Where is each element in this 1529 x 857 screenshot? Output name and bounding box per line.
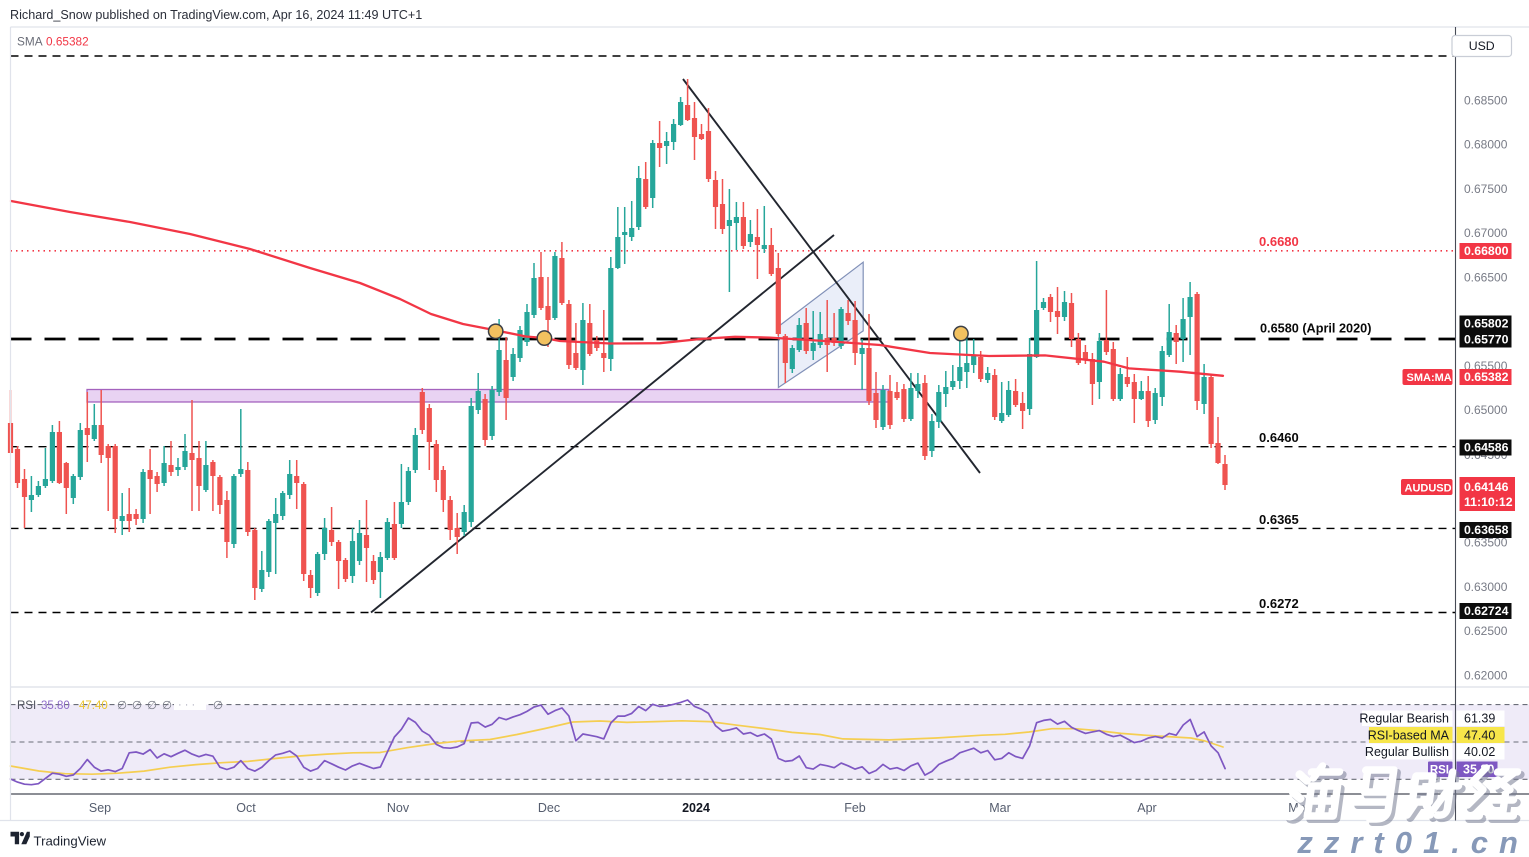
svg-text:11:10:12: 11:10:12 [1464, 495, 1513, 509]
svg-text:35.80: 35.80 [41, 700, 70, 712]
svg-text:· · ·: · · · [178, 699, 195, 711]
svg-text:0.6680: 0.6680 [1259, 234, 1299, 249]
svg-text:∅: ∅ [117, 700, 127, 712]
svg-text:0.65382: 0.65382 [1464, 370, 1509, 384]
svg-text:∅: ∅ [147, 700, 157, 712]
svg-text:0.65770: 0.65770 [1464, 333, 1509, 347]
svg-text:0.62500: 0.62500 [1464, 624, 1508, 638]
svg-text:0.66800: 0.66800 [1464, 244, 1509, 258]
svg-text:0.63658: 0.63658 [1464, 523, 1509, 537]
svg-text:0.64146: 0.64146 [1464, 480, 1509, 494]
svg-text:Feb: Feb [844, 801, 866, 815]
svg-text:0.6272: 0.6272 [1259, 596, 1299, 611]
svg-text:0.65802: 0.65802 [1464, 317, 1509, 331]
svg-text:40.02: 40.02 [1464, 745, 1495, 759]
svg-text:Richard_Snow published on Trad: Richard_Snow published on TradingView.co… [10, 8, 422, 22]
svg-text:Regular Bullish: Regular Bullish [1365, 745, 1449, 759]
svg-text:RSI-based MA: RSI-based MA [1368, 729, 1450, 743]
svg-text:0.6580 (April 2020): 0.6580 (April 2020) [1260, 322, 1371, 336]
svg-text:SMA:MA: SMA:MA [1407, 372, 1452, 384]
svg-text:0.6460: 0.6460 [1259, 430, 1299, 445]
svg-text:∅: ∅ [162, 700, 172, 712]
svg-text:Sep: Sep [89, 801, 111, 815]
svg-text:0.62724: 0.62724 [1464, 604, 1509, 618]
svg-text:Mar: Mar [989, 801, 1011, 815]
svg-text:RSI: RSI [17, 700, 36, 712]
svg-text:0.63500: 0.63500 [1464, 536, 1508, 550]
svg-text:0.6365: 0.6365 [1259, 512, 1299, 527]
svg-text:0.62000: 0.62000 [1464, 668, 1508, 682]
svg-text:47.40: 47.40 [1464, 729, 1495, 743]
svg-text:∅: ∅ [213, 700, 223, 712]
svg-text:AUDUSD: AUDUSD [1405, 483, 1452, 495]
svg-text:Dec: Dec [538, 801, 560, 815]
svg-text:∅: ∅ [132, 700, 142, 712]
svg-text:0.65000: 0.65000 [1464, 403, 1508, 417]
svg-text:2024: 2024 [682, 801, 710, 815]
svg-text:zzrt01.cn: zzrt01.cn [1296, 825, 1529, 857]
svg-text:0.66500: 0.66500 [1464, 270, 1508, 284]
svg-text:0.67000: 0.67000 [1464, 226, 1508, 240]
svg-text:TradingView: TradingView [34, 834, 107, 849]
svg-text:Regular Bearish: Regular Bearish [1359, 712, 1449, 726]
svg-text:47.40: 47.40 [79, 700, 108, 712]
svg-text:61.39: 61.39 [1464, 712, 1495, 726]
svg-text:0.65382: 0.65382 [46, 35, 89, 49]
svg-text:0.68000: 0.68000 [1464, 138, 1508, 152]
svg-text:Oct: Oct [236, 801, 256, 815]
svg-text:USD: USD [1469, 39, 1495, 53]
svg-text:Nov: Nov [387, 801, 410, 815]
svg-text:Apr: Apr [1137, 801, 1156, 815]
svg-text:0.64586: 0.64586 [1464, 441, 1509, 455]
svg-text:SMA: SMA [17, 35, 43, 49]
svg-text:0.63000: 0.63000 [1464, 580, 1508, 594]
svg-text:0.68500: 0.68500 [1464, 93, 1508, 107]
svg-text:0.67500: 0.67500 [1464, 182, 1508, 196]
